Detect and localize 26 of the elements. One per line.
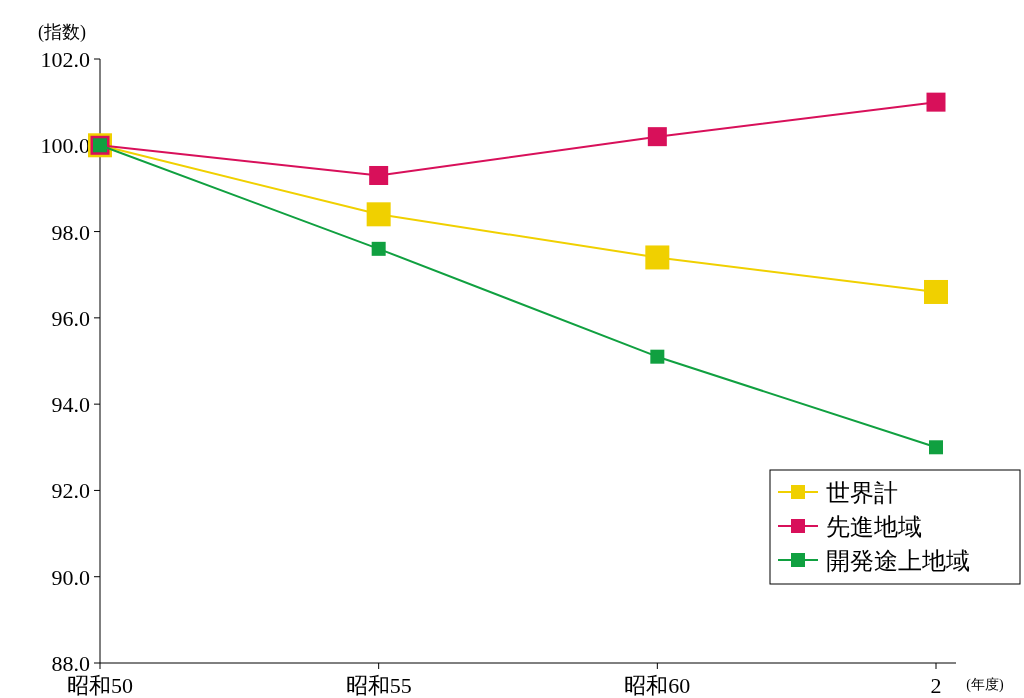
point <box>647 127 667 147</box>
y-tick-label: 94.0 <box>51 392 90 418</box>
point <box>650 349 665 364</box>
y-tick-label: 96.0 <box>51 305 90 331</box>
point <box>924 279 948 304</box>
legend-label: 開発途上地域 <box>826 548 970 574</box>
point <box>369 165 389 185</box>
x-tick-label: 昭和50 <box>67 673 133 698</box>
y-tick-label: 90.0 <box>51 564 90 590</box>
y-tick-label: 100.0 <box>40 133 90 159</box>
point <box>926 92 946 112</box>
x-axis-title: (年度) <box>966 677 1004 693</box>
y-tick-label: 88.0 <box>51 651 90 676</box>
x-tick-label: 昭和60 <box>624 673 691 698</box>
y-tick-label: 98.0 <box>51 219 90 245</box>
y-axis-title: (指数) <box>38 22 86 43</box>
x-tick-label: 昭和55 <box>345 673 412 698</box>
legend-label: 世界計 <box>826 480 898 506</box>
point <box>371 241 386 256</box>
point <box>645 245 670 270</box>
point <box>929 440 943 455</box>
y-tick-label: 102.0 <box>40 47 90 72</box>
legend-label: 先進地域 <box>826 514 922 540</box>
point <box>366 202 391 227</box>
x-tick-label: 2 <box>930 673 942 698</box>
y-tick-label: 92.0 <box>51 478 90 504</box>
